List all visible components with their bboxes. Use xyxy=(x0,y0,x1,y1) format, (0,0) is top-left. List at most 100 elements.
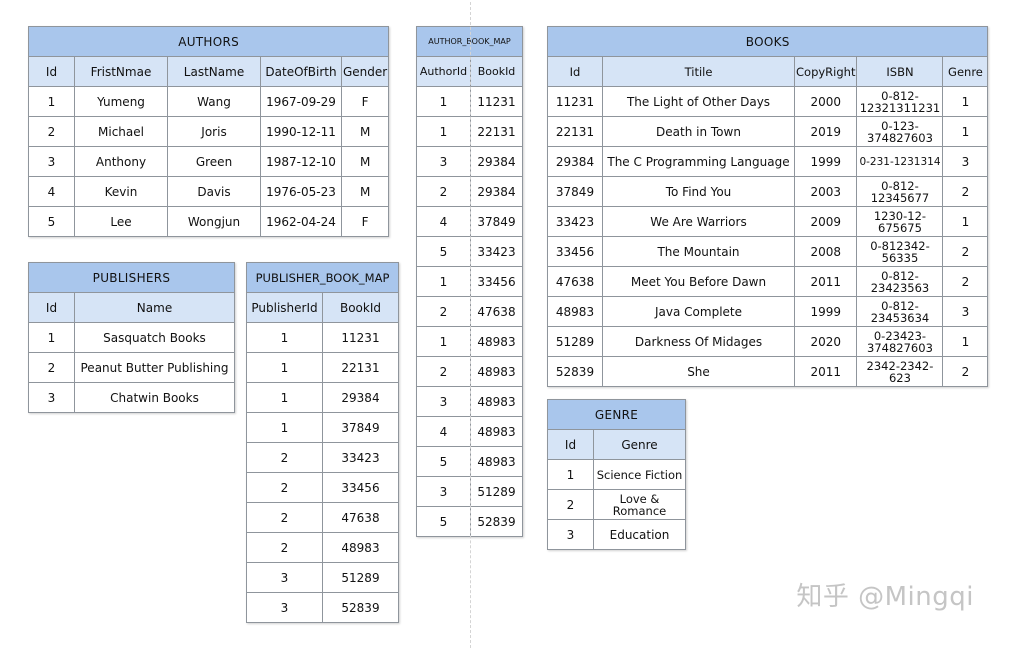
table-cell: 1 xyxy=(942,206,989,237)
table-cell: 1 xyxy=(246,352,323,383)
table-cell: Michael xyxy=(74,116,168,147)
table-cell: 1 xyxy=(416,116,471,147)
table-cell: 1 xyxy=(942,116,989,147)
table-cell: 22131 xyxy=(470,116,523,147)
table-cell: 2 xyxy=(942,356,989,387)
table-cell: 4 xyxy=(28,176,75,207)
table-cell: 37849 xyxy=(547,176,603,207)
column-header: Gender xyxy=(340,56,390,87)
authors-table: AUTHORS Id FristNmae LastName DateOfBirt… xyxy=(27,26,390,237)
table-cell: 2009 xyxy=(793,206,858,237)
table-cell: 52839 xyxy=(322,592,399,623)
table-row: 1 Sasquatch Books xyxy=(28,322,235,353)
table-cell: M xyxy=(340,176,390,207)
table-cell: 1 xyxy=(942,326,989,357)
table-cell: 5 xyxy=(416,236,471,267)
table-cell: Wongjun xyxy=(167,206,261,237)
column-header: Genre xyxy=(942,56,989,87)
table-cell: Sasquatch Books xyxy=(74,322,235,353)
table-cell: To Find You xyxy=(602,176,795,207)
table-row: 2 48983 xyxy=(246,532,399,563)
publishers-table: PUBLISHERS Id Name 1 Sasquatch Books 2 P… xyxy=(28,262,235,413)
table-row: 11231 The Light of Other Days 2000 0-812… xyxy=(547,86,989,117)
table-cell: 52839 xyxy=(470,506,523,537)
table-cell: She xyxy=(602,356,795,387)
table-row: 2 Michael Joris 1990-12-11 M xyxy=(28,116,390,147)
table-cell: 4 xyxy=(416,206,471,237)
table-row: 22131 Death in Town 2019 0-123-374827603… xyxy=(547,116,989,147)
table-cell: 51289 xyxy=(547,326,603,357)
table-cell: 52839 xyxy=(547,356,603,387)
table-cell: 29384 xyxy=(470,176,523,207)
table-cell: 3 xyxy=(246,562,323,593)
table-cell: 2 xyxy=(416,176,471,207)
table-cell: 48983 xyxy=(470,386,523,417)
table-row: 3 Education xyxy=(547,519,686,550)
table-row: 3 Anthony Green 1987-12-10 M xyxy=(28,146,390,177)
table-cell: 2 xyxy=(246,472,323,503)
table-cell: 2 xyxy=(942,176,989,207)
table-cell: 0-812-12345677 xyxy=(856,176,944,207)
table-row: 1 Yumeng Wang 1967-09-29 F xyxy=(28,86,390,117)
books-table: BOOKS Id Titile CopyRight ISBN Genre 112… xyxy=(546,26,989,387)
table-title: AUTHOR_BOOK_MAP xyxy=(416,26,523,57)
author-book-map-table: AUTHOR_BOOK_MAP AuthorId BookId 1 11231 1… xyxy=(416,26,523,537)
table-cell: 1 xyxy=(416,326,471,357)
table-cell: 1 xyxy=(246,382,323,413)
table-cell: 3 xyxy=(942,296,989,327)
column-header: AuthorId xyxy=(416,56,471,87)
table-cell: The Light of Other Days xyxy=(602,86,795,117)
table-cell: 1999 xyxy=(793,296,858,327)
table-row: 3 52839 xyxy=(246,592,399,623)
table-row: 5 48983 xyxy=(416,446,523,477)
table-cell: 0-812-23453634 xyxy=(856,296,944,327)
table-cell: 2 xyxy=(246,532,323,563)
table-cell: 29384 xyxy=(547,146,603,177)
table-cell: 2 xyxy=(28,116,75,147)
table-cell: 47638 xyxy=(470,296,523,327)
table-cell: 1 xyxy=(28,322,75,353)
table-cell: Joris xyxy=(167,116,261,147)
table-cell: 1 xyxy=(416,266,471,297)
table-cell: 11231 xyxy=(547,86,603,117)
table-row: 1 37849 xyxy=(246,412,399,443)
table-cell: 5 xyxy=(28,206,75,237)
table-cell: 37849 xyxy=(470,206,523,237)
table-cell: 51289 xyxy=(470,476,523,507)
column-header: DateOfBirth xyxy=(260,56,342,87)
table-cell: 3 xyxy=(547,519,594,550)
table-cell: 1999 xyxy=(793,146,858,177)
genre-table: GENRE Id Genre 1 Science Fiction 2 Love … xyxy=(547,399,686,550)
table-row: 5 Lee Wongjun 1962-04-24 F xyxy=(28,206,390,237)
table-cell: 33423 xyxy=(547,206,603,237)
table-cell: 0-812-23423563 xyxy=(856,266,944,297)
table-row: 1 11231 xyxy=(416,86,523,117)
column-header: Genre xyxy=(593,429,686,460)
table-row: 48983 Java Complete 1999 0-812-23453634 … xyxy=(547,296,989,327)
table-cell: F xyxy=(340,206,390,237)
table-cell: 1 xyxy=(28,86,75,117)
table-cell: F xyxy=(340,86,390,117)
table-cell: 1 xyxy=(246,412,323,443)
table-cell: 2 xyxy=(416,356,471,387)
table-title: PUBLISHERS xyxy=(28,262,235,293)
table-cell: 1962-04-24 xyxy=(260,206,342,237)
table-cell: 48983 xyxy=(470,326,523,357)
table-row: 2 29384 xyxy=(416,176,523,207)
table-row: 1 33456 xyxy=(416,266,523,297)
table-cell: 33456 xyxy=(547,236,603,267)
table-cell: Darkness Of Midages xyxy=(602,326,795,357)
table-cell: Lee xyxy=(74,206,168,237)
table-row: 33423 We Are Warriors 2009 1230-12-67567… xyxy=(547,206,989,237)
table-cell: Anthony xyxy=(74,146,168,177)
table-cell: Chatwin Books xyxy=(74,382,235,413)
table-row: 51289 Darkness Of Midages 2020 0-23423-3… xyxy=(547,326,989,357)
table-cell: M xyxy=(340,146,390,177)
table-cell: The Mountain xyxy=(602,236,795,267)
column-header: LastName xyxy=(167,56,261,87)
table-cell: 5 xyxy=(416,506,471,537)
table-cell: 0-231-1231314 xyxy=(856,146,944,177)
table-row: 1 11231 xyxy=(246,322,399,353)
column-header: FristNmae xyxy=(74,56,168,87)
